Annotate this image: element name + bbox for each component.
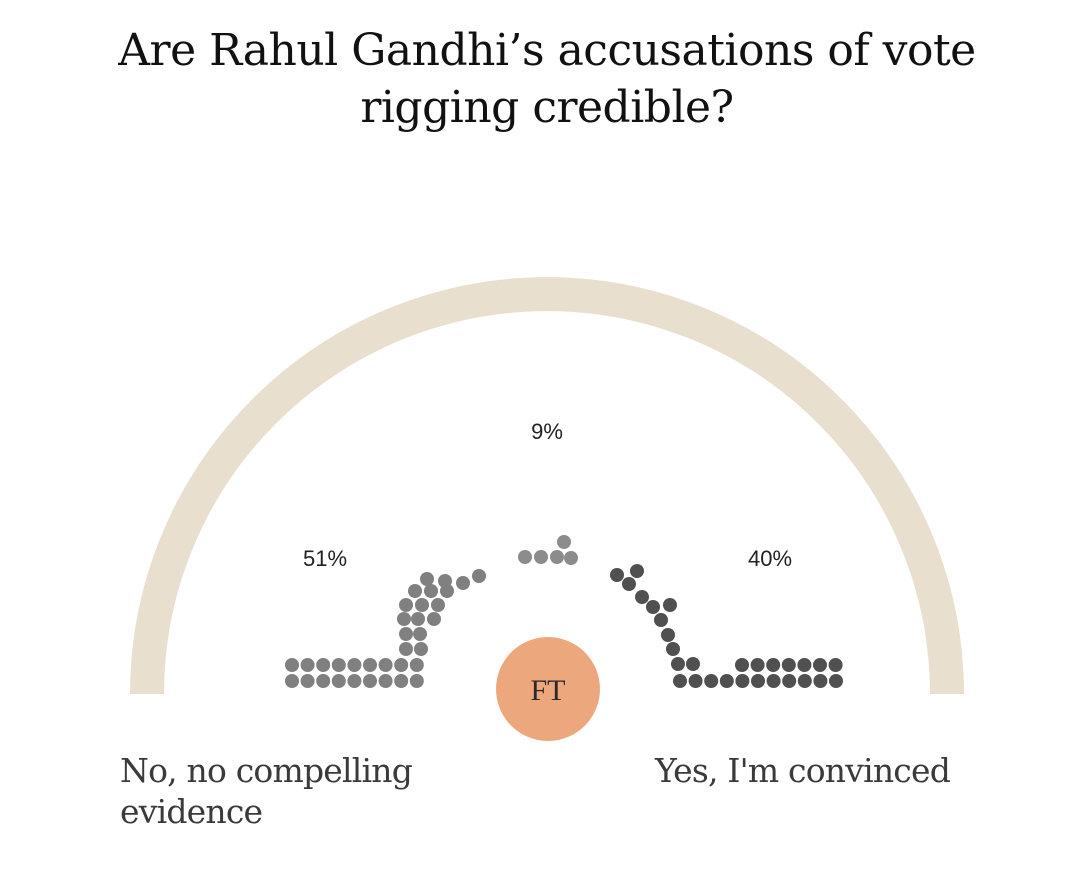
no-dot (438, 574, 452, 588)
no-dot (399, 627, 413, 641)
no-dot (415, 598, 429, 612)
no-dot (363, 674, 377, 688)
yes-dot (782, 674, 797, 688)
value-label-middle: 9% (531, 419, 563, 444)
yes-dot (766, 674, 781, 688)
middle-dot (518, 550, 532, 564)
yes-dot (635, 590, 649, 604)
yes-dot (750, 658, 765, 672)
yes-dot (704, 674, 719, 688)
no-dot (285, 658, 299, 672)
value-label-yes: 40% (748, 546, 792, 571)
yes-dot (813, 674, 828, 688)
yes-dot (673, 674, 687, 688)
yes-dot (735, 658, 749, 672)
no-dot (394, 658, 409, 672)
yes-dot (671, 657, 685, 671)
no-dot (409, 658, 424, 672)
axis-label-left: No, no compelling evidence (120, 751, 413, 831)
yes-dot (797, 658, 812, 672)
no-dot (394, 674, 409, 688)
middle-dot (564, 551, 578, 565)
no-dot (316, 658, 331, 672)
no-dot (378, 658, 393, 672)
yes-dot (751, 674, 765, 688)
no-dot (408, 584, 422, 598)
no-dot (347, 674, 362, 688)
yes-dot (735, 674, 750, 688)
yes-dot (813, 658, 827, 672)
dot-groups (285, 535, 843, 688)
yes-dot (630, 564, 644, 578)
no-dot (397, 612, 411, 626)
no-dot (413, 627, 427, 641)
semicircle-arc (130, 277, 964, 695)
yes-dot (622, 577, 636, 591)
middle-dot (534, 550, 548, 564)
no-dot (300, 658, 315, 672)
yes-dot (663, 598, 677, 612)
no-dot (378, 674, 393, 688)
no-dot (331, 674, 346, 688)
ft-logo-badge (496, 637, 600, 741)
middle-dot (550, 550, 564, 564)
yes-dot (797, 674, 812, 688)
yes-dot (719, 674, 734, 688)
yes-dot (661, 628, 675, 642)
no-dot (456, 576, 470, 590)
no-dot (300, 674, 315, 688)
no-dot (411, 612, 425, 626)
yes-dot (666, 642, 680, 656)
no-dot (414, 642, 428, 656)
no-dot (399, 642, 413, 656)
yes-dot (646, 600, 660, 614)
no-dot (331, 658, 346, 672)
axis-label-right: Yes, I'm convinced (655, 751, 951, 790)
yes-dot (828, 658, 843, 672)
yes-dot (781, 658, 796, 672)
no-dot (427, 612, 441, 626)
yes-dot (688, 674, 703, 688)
no-dot (420, 572, 434, 586)
no-dot (316, 674, 331, 688)
chart-title: Are Rahul Gandhi’s accusations of vote r… (118, 25, 976, 133)
yes-dot (766, 658, 781, 672)
yes-dot (610, 568, 624, 582)
no-dot (424, 584, 438, 598)
no-dot (472, 569, 486, 583)
yes-dot (686, 657, 700, 671)
yes-dot (654, 613, 668, 627)
no-dot (409, 674, 424, 688)
middle-dot (557, 535, 571, 549)
no-dot (347, 658, 362, 672)
no-dot (431, 598, 445, 612)
yes-dot (829, 674, 843, 688)
ft-logo-text: FT (530, 674, 565, 707)
no-dot (363, 658, 377, 672)
no-dot (285, 674, 299, 688)
value-label-no: 51% (303, 546, 347, 571)
no-dot (399, 598, 413, 612)
